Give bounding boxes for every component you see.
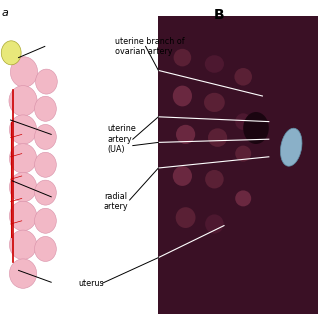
Ellipse shape — [235, 146, 251, 162]
Ellipse shape — [173, 166, 192, 186]
Ellipse shape — [235, 190, 251, 206]
Ellipse shape — [234, 68, 252, 86]
Ellipse shape — [36, 69, 57, 94]
Ellipse shape — [204, 93, 225, 112]
Ellipse shape — [9, 115, 36, 144]
Ellipse shape — [173, 49, 191, 67]
Text: a: a — [2, 8, 8, 18]
Ellipse shape — [9, 201, 36, 231]
Ellipse shape — [208, 128, 227, 147]
Ellipse shape — [9, 172, 36, 202]
Bar — [158, 16, 318, 314]
Text: B: B — [214, 8, 225, 22]
Ellipse shape — [176, 125, 195, 144]
Text: uterine
artery
(UA): uterine artery (UA) — [107, 124, 136, 154]
Ellipse shape — [176, 207, 196, 228]
Ellipse shape — [1, 41, 21, 65]
Ellipse shape — [9, 144, 36, 173]
Text: uterus: uterus — [78, 279, 104, 288]
Ellipse shape — [9, 85, 37, 116]
Ellipse shape — [243, 112, 269, 144]
Ellipse shape — [235, 113, 251, 130]
Ellipse shape — [9, 259, 36, 288]
Ellipse shape — [173, 85, 192, 106]
Ellipse shape — [9, 230, 36, 260]
Text: uterine branch of
ovarian artery: uterine branch of ovarian artery — [115, 37, 185, 56]
Ellipse shape — [10, 57, 38, 87]
Ellipse shape — [205, 170, 224, 188]
Ellipse shape — [35, 208, 56, 233]
Ellipse shape — [280, 128, 302, 166]
Ellipse shape — [205, 214, 224, 234]
Ellipse shape — [35, 96, 56, 121]
Ellipse shape — [35, 180, 56, 205]
Ellipse shape — [205, 55, 224, 73]
Ellipse shape — [35, 124, 56, 149]
Ellipse shape — [35, 152, 56, 177]
Text: radial
artery: radial artery — [104, 192, 129, 211]
Ellipse shape — [35, 236, 56, 261]
